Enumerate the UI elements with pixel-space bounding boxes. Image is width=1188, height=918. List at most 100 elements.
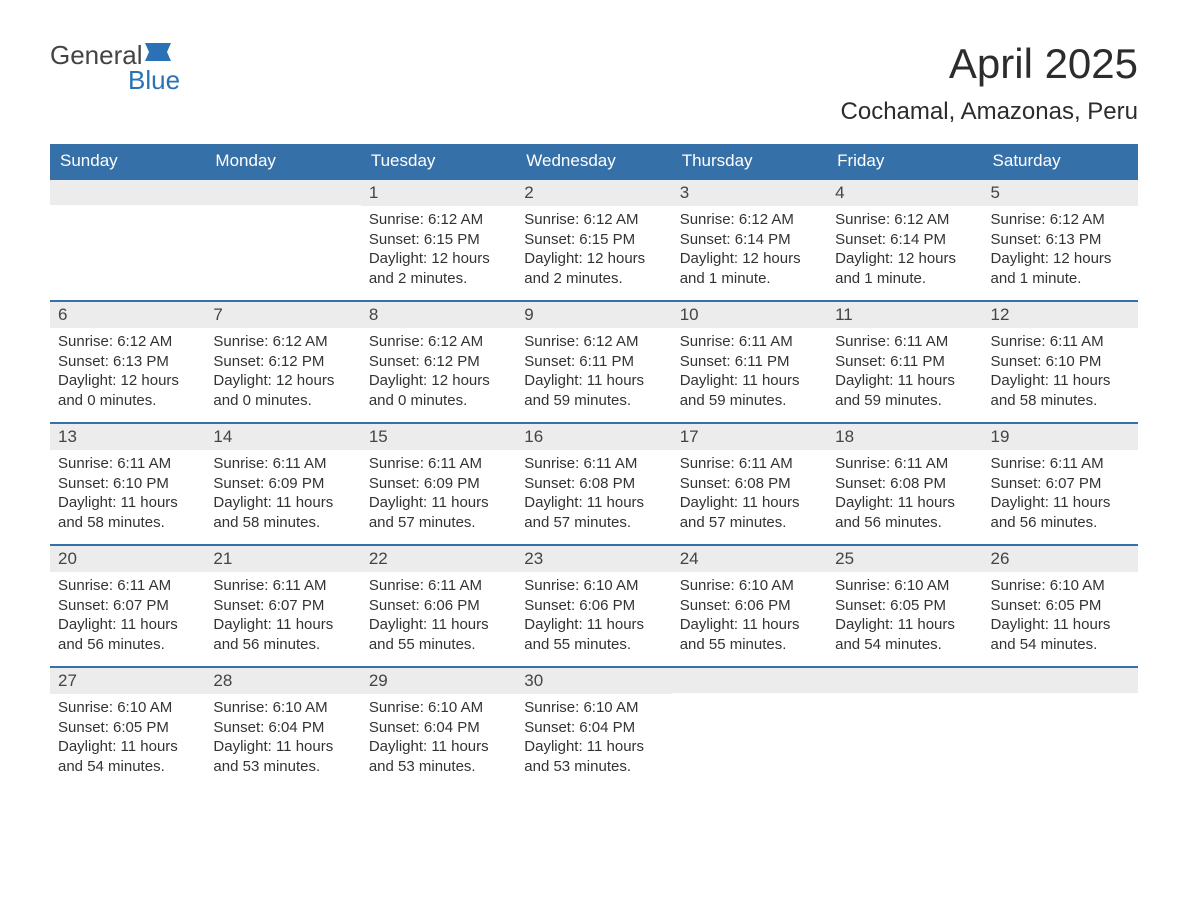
day-sunrise: Sunrise: 6:12 AM [991,210,1130,230]
day-sunrise: Sunrise: 6:11 AM [369,454,508,474]
day-number: 7 [205,302,360,328]
day-content: Sunrise: 6:11 AMSunset: 6:08 PMDaylight:… [672,450,827,542]
day-sunrise: Sunrise: 6:11 AM [680,454,819,474]
day-number: 29 [361,668,516,694]
day-sunset: Sunset: 6:06 PM [680,596,819,616]
day-daylight2: and 55 minutes. [369,635,508,655]
day-sunset: Sunset: 6:08 PM [835,474,974,494]
day-cell: 19Sunrise: 6:11 AMSunset: 6:07 PMDayligh… [983,424,1138,544]
day-sunrise: Sunrise: 6:12 AM [369,210,508,230]
day-cell: 6Sunrise: 6:12 AMSunset: 6:13 PMDaylight… [50,302,205,422]
day-daylight1: Daylight: 11 hours [835,371,974,391]
day-content: Sunrise: 6:11 AMSunset: 6:10 PMDaylight:… [50,450,205,542]
day-number: 2 [516,180,671,206]
day-cell: 14Sunrise: 6:11 AMSunset: 6:09 PMDayligh… [205,424,360,544]
day-number: 16 [516,424,671,450]
day-sunrise: Sunrise: 6:10 AM [369,698,508,718]
day-sunrise: Sunrise: 6:11 AM [835,454,974,474]
day-sunset: Sunset: 6:10 PM [991,352,1130,372]
day-daylight1: Daylight: 12 hours [524,249,663,269]
day-number: 3 [672,180,827,206]
day-sunrise: Sunrise: 6:10 AM [835,576,974,596]
day-sunset: Sunset: 6:14 PM [680,230,819,250]
day-daylight1: Daylight: 11 hours [58,615,197,635]
day-cell: 4Sunrise: 6:12 AMSunset: 6:14 PMDaylight… [827,180,982,300]
day-sunrise: Sunrise: 6:10 AM [213,698,352,718]
day-daylight2: and 58 minutes. [213,513,352,533]
header-cell: Tuesday [361,144,516,178]
day-sunset: Sunset: 6:15 PM [369,230,508,250]
day-content: Sunrise: 6:10 AMSunset: 6:04 PMDaylight:… [516,694,671,786]
day-daylight2: and 57 minutes. [680,513,819,533]
day-sunrise: Sunrise: 6:11 AM [58,576,197,596]
day-content: Sunrise: 6:12 AMSunset: 6:14 PMDaylight:… [672,206,827,298]
day-sunset: Sunset: 6:13 PM [991,230,1130,250]
day-sunset: Sunset: 6:09 PM [213,474,352,494]
day-daylight1: Daylight: 12 hours [369,371,508,391]
day-daylight2: and 56 minutes. [58,635,197,655]
day-sunrise: Sunrise: 6:11 AM [369,576,508,596]
day-number: 1 [361,180,516,206]
day-content: Sunrise: 6:12 AMSunset: 6:13 PMDaylight:… [983,206,1138,298]
day-content: Sunrise: 6:10 AMSunset: 6:06 PMDaylight:… [516,572,671,664]
flag-icon [145,43,171,61]
calendar-header-row: SundayMondayTuesdayWednesdayThursdayFrid… [50,144,1138,178]
day-cell: 21Sunrise: 6:11 AMSunset: 6:07 PMDayligh… [205,546,360,666]
day-daylight2: and 57 minutes. [369,513,508,533]
day-sunset: Sunset: 6:08 PM [524,474,663,494]
day-daylight2: and 2 minutes. [369,269,508,289]
day-daylight1: Daylight: 11 hours [58,737,197,757]
day-daylight2: and 54 minutes. [835,635,974,655]
day-cell: 7Sunrise: 6:12 AMSunset: 6:12 PMDaylight… [205,302,360,422]
day-sunset: Sunset: 6:11 PM [835,352,974,372]
day-sunrise: Sunrise: 6:12 AM [680,210,819,230]
day-sunset: Sunset: 6:12 PM [213,352,352,372]
day-content: Sunrise: 6:12 AMSunset: 6:15 PMDaylight:… [516,206,671,298]
day-daylight2: and 56 minutes. [991,513,1130,533]
day-daylight1: Daylight: 11 hours [369,615,508,635]
day-daylight2: and 54 minutes. [991,635,1130,655]
day-sunrise: Sunrise: 6:11 AM [58,454,197,474]
day-content: Sunrise: 6:11 AMSunset: 6:10 PMDaylight:… [983,328,1138,420]
day-number: 17 [672,424,827,450]
day-sunset: Sunset: 6:07 PM [213,596,352,616]
day-sunset: Sunset: 6:05 PM [58,718,197,738]
week-row: 13Sunrise: 6:11 AMSunset: 6:10 PMDayligh… [50,422,1138,544]
day-sunset: Sunset: 6:07 PM [991,474,1130,494]
day-cell: 8Sunrise: 6:12 AMSunset: 6:12 PMDaylight… [361,302,516,422]
day-number [672,668,827,693]
day-sunset: Sunset: 6:04 PM [524,718,663,738]
day-daylight2: and 58 minutes. [58,513,197,533]
day-daylight1: Daylight: 11 hours [524,615,663,635]
day-number: 18 [827,424,982,450]
day-number: 5 [983,180,1138,206]
day-daylight1: Daylight: 12 hours [213,371,352,391]
header-cell: Wednesday [516,144,671,178]
day-number [827,668,982,693]
day-cell: 5Sunrise: 6:12 AMSunset: 6:13 PMDaylight… [983,180,1138,300]
day-daylight1: Daylight: 11 hours [58,493,197,513]
day-content: Sunrise: 6:11 AMSunset: 6:07 PMDaylight:… [50,572,205,664]
day-daylight1: Daylight: 12 hours [680,249,819,269]
day-sunrise: Sunrise: 6:11 AM [991,454,1130,474]
week-row: 27Sunrise: 6:10 AMSunset: 6:05 PMDayligh… [50,666,1138,788]
day-sunset: Sunset: 6:12 PM [369,352,508,372]
day-content: Sunrise: 6:11 AMSunset: 6:06 PMDaylight:… [361,572,516,664]
day-number [50,180,205,205]
month-title: April 2025 [841,40,1138,88]
day-daylight1: Daylight: 11 hours [524,371,663,391]
day-daylight2: and 53 minutes. [369,757,508,777]
day-content: Sunrise: 6:11 AMSunset: 6:07 PMDaylight:… [205,572,360,664]
day-daylight2: and 1 minute. [680,269,819,289]
logo: General Blue [50,40,180,100]
day-number [983,668,1138,693]
day-cell: 3Sunrise: 6:12 AMSunset: 6:14 PMDaylight… [672,180,827,300]
day-number: 22 [361,546,516,572]
day-daylight2: and 53 minutes. [524,757,663,777]
day-number: 14 [205,424,360,450]
day-daylight1: Daylight: 11 hours [991,371,1130,391]
day-daylight1: Daylight: 11 hours [369,737,508,757]
day-daylight1: Daylight: 12 hours [369,249,508,269]
day-number: 28 [205,668,360,694]
day-daylight1: Daylight: 11 hours [213,615,352,635]
